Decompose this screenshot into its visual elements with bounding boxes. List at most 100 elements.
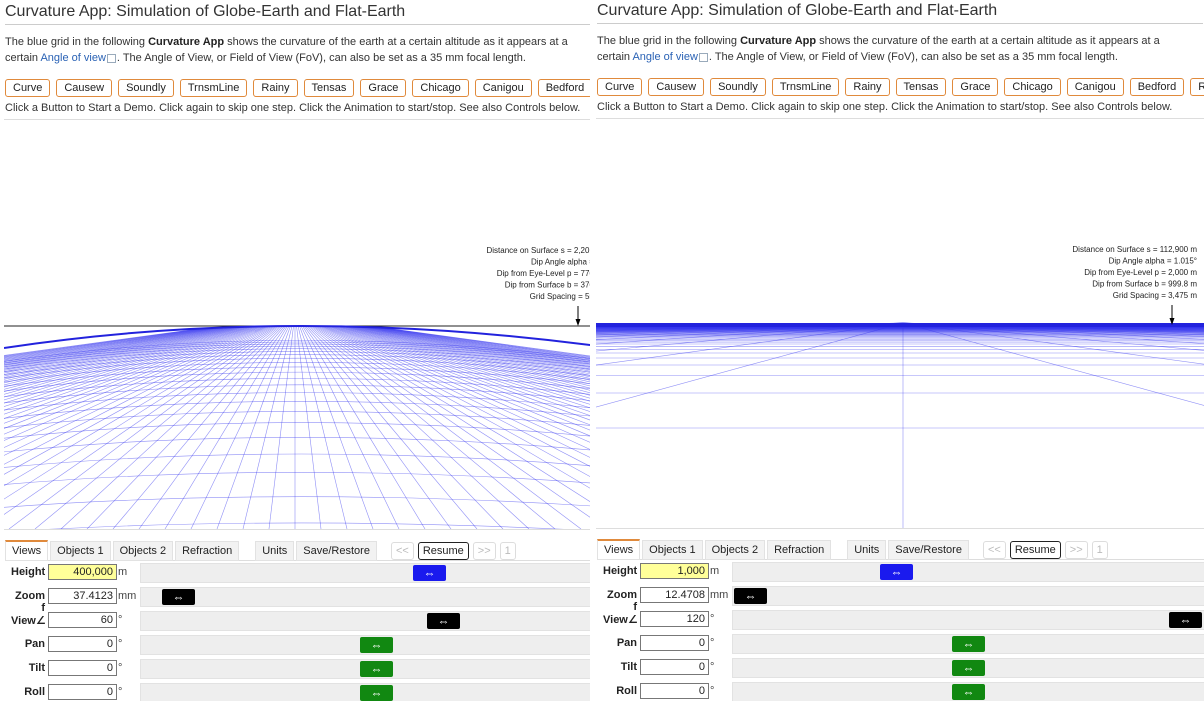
tab[interactable]: Units [255, 541, 295, 561]
tab[interactable]: Objects 2 [112, 541, 174, 561]
tab[interactable]: Views [597, 539, 641, 560]
slider-track[interactable]: ⇔ [732, 609, 1204, 630]
control-unit: ° [710, 612, 715, 625]
grid-column [902, 322, 1204, 333]
control-row: View∠ 120 ° ⇔ [596, 609, 1204, 631]
control-input[interactable]: 12.4708 [640, 586, 709, 603]
demo-button[interactable]: Reset [1190, 78, 1204, 96]
demo-button[interactable]: Causew [648, 78, 705, 96]
slider-handle[interactable]: ⇔ [360, 636, 393, 653]
slider-handle[interactable]: ⇔ [952, 635, 985, 652]
slider-handle[interactable]: ⇔ [952, 683, 985, 700]
nav-button[interactable]: Resume [417, 542, 469, 560]
demo-button[interactable]: Tensas [303, 79, 355, 97]
control-input[interactable]: 0 [640, 658, 709, 675]
slider-track[interactable]: ⇔ [140, 586, 590, 607]
slider-handle[interactable]: ⇔ [413, 565, 446, 581]
grid-column [596, 322, 904, 333]
slider-track[interactable]: ⇔ [140, 634, 590, 655]
grid-column [902, 322, 1204, 406]
demo-button[interactable]: Canigou [1066, 78, 1124, 96]
nav-button[interactable]: << [982, 541, 1006, 559]
control-input[interactable]: 0 [640, 682, 709, 699]
demo-button[interactable]: Grace [360, 79, 407, 97]
nav-button[interactable]: 1 [1091, 541, 1108, 559]
angle-of-view-link[interactable]: Angle of view [40, 52, 106, 64]
tab[interactable]: Save/Restore [296, 541, 377, 561]
slider-handle[interactable]: ⇔ [880, 564, 913, 580]
demo-button[interactable]: Tensas [895, 78, 947, 96]
demo-button[interactable]: Chicago [1004, 78, 1061, 96]
grid-column [302, 325, 426, 530]
slider-handle[interactable]: ⇔ [162, 588, 195, 605]
demo-button[interactable]: Rainy [845, 78, 890, 96]
tab[interactable]: Refraction [767, 540, 832, 560]
demo-button[interactable]: Curve [5, 79, 51, 97]
panel-flat: Curvature App: Simulation of Globe-Earth… [596, 0, 1204, 701]
animation-canvas[interactable]: Distance on Surface s = 2,201.00 Dip Angl… [4, 119, 590, 647]
demo-button[interactable]: TrnsmLine [771, 78, 840, 96]
slider-track[interactable]: ⇔ [140, 610, 590, 631]
nav-button[interactable]: 1 [499, 542, 516, 560]
grid-column [4, 326, 258, 411]
tab[interactable]: Objects 1 [50, 541, 111, 561]
control-input[interactable]: 0 [48, 635, 117, 652]
tab[interactable]: Refraction [175, 541, 240, 561]
grid-column [4, 325, 276, 500]
control-input[interactable]: 60 [48, 611, 117, 628]
control-input[interactable]: 0 [640, 634, 709, 651]
demo-button[interactable]: Bedford [537, 79, 590, 97]
slider-track[interactable]: ⇔ [140, 682, 590, 701]
slider-handle[interactable]: ⇔ [360, 660, 393, 677]
tab[interactable]: Objects 2 [704, 540, 766, 560]
demo-button[interactable]: Canigou [474, 79, 532, 97]
slider-handle[interactable]: ⇔ [1169, 611, 1202, 628]
slider-handle[interactable]: ⇔ [734, 587, 767, 604]
grid-column [596, 322, 904, 341]
grid-column [299, 325, 374, 530]
nav-button[interactable]: >> [1064, 541, 1088, 559]
grid-column [8, 325, 279, 530]
slider-handle[interactable]: ⇔ [360, 684, 393, 701]
tab[interactable]: Save/Restore [888, 540, 969, 560]
tab[interactable]: Views [5, 540, 49, 561]
slider-track[interactable]: ⇔ [732, 585, 1204, 606]
readout-line: Dip from Surface b = 999.8 m [1092, 280, 1197, 289]
control-input[interactable]: 400,000 [48, 564, 117, 580]
demo-button[interactable]: Curve [597, 78, 643, 96]
nav-button[interactable]: >> [472, 542, 496, 560]
demo-button[interactable]: TrnsmLine [179, 79, 248, 97]
control-input[interactable]: 0 [48, 659, 117, 676]
demo-button[interactable]: Soundly [118, 79, 174, 97]
angle-of-view-link[interactable]: Angle of view [632, 51, 698, 63]
demo-button[interactable]: Grace [952, 78, 999, 96]
control-input[interactable]: 120 [640, 610, 709, 627]
slider-track[interactable]: ⇔ [732, 681, 1204, 701]
control-input[interactable]: 37.4123 [48, 587, 117, 604]
control-input[interactable]: 0 [48, 683, 117, 700]
animation-canvas[interactable]: Distance on Surface s = 112,900 m Dip Ang… [596, 118, 1204, 529]
nav-button[interactable]: << [390, 542, 414, 560]
slider-track[interactable]: ⇔ [732, 562, 1204, 582]
slider-track[interactable]: ⇔ [732, 633, 1204, 654]
tab[interactable]: Objects 1 [642, 540, 703, 560]
slider-track[interactable]: ⇔ [732, 657, 1204, 678]
control-unit: mm [710, 588, 729, 601]
demo-button[interactable]: Bedford [1129, 78, 1185, 96]
grid-column [351, 326, 590, 379]
demo-button[interactable]: Soundly [710, 78, 766, 96]
demo-button[interactable]: Rainy [253, 79, 298, 97]
tab[interactable]: Units [847, 540, 887, 560]
grid-view: Distance on Surface s = 2,201.00 Dip Angl… [4, 246, 590, 647]
slider-track[interactable]: ⇔ [140, 658, 590, 679]
control-label: Roll [24, 685, 45, 698]
slider-handle[interactable]: ⇔ [427, 612, 460, 629]
slider-track[interactable]: ⇔ [140, 563, 590, 583]
nav-button[interactable]: Resume [1009, 541, 1061, 559]
grid-column [902, 322, 1204, 365]
control-input[interactable]: 1,000 [640, 563, 709, 579]
demo-button[interactable]: Causew [56, 79, 113, 97]
slider-handle[interactable]: ⇔ [952, 659, 985, 676]
control-unit: mm [118, 589, 137, 602]
demo-button[interactable]: Chicago [412, 79, 469, 97]
